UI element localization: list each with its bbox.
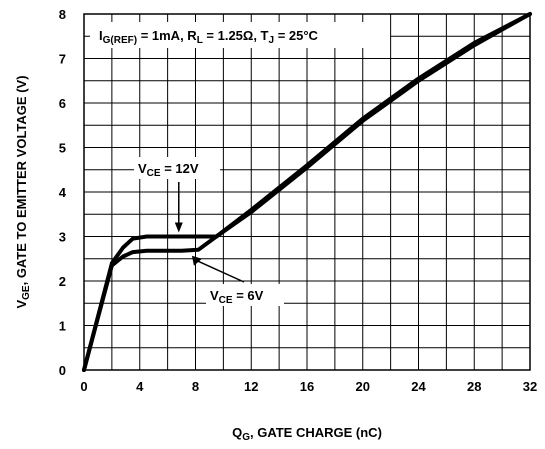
series-12v-arrowhead bbox=[174, 222, 183, 233]
y-tick-label: 3 bbox=[59, 230, 66, 245]
x-tick-label: 8 bbox=[192, 379, 199, 394]
y-axis-title: VGE, GATE TO EMITTER VOLTAGE (V) bbox=[14, 75, 32, 308]
chart_data.series.1.label_parts-part: CE bbox=[219, 295, 233, 306]
x-axis-title: QG, GATE CHARGE (nC) bbox=[232, 425, 382, 443]
chart_data.condition_label-part: G(REF) bbox=[103, 35, 137, 46]
x-tick-label: 28 bbox=[467, 379, 481, 394]
condition-label-background bbox=[90, 22, 390, 48]
y-tick-label: 2 bbox=[59, 274, 66, 289]
y-tick-label: 0 bbox=[59, 363, 66, 378]
chart_data.condition_label-part: = 25°C bbox=[274, 28, 318, 43]
x-tick-label: 24 bbox=[411, 379, 426, 394]
chart_data.condition_label-part: = 1.25Ω, T bbox=[203, 28, 269, 43]
y-tick-label: 7 bbox=[59, 52, 66, 67]
series-line-1 bbox=[82, 12, 532, 372]
series-12v-label-background bbox=[134, 157, 220, 179]
chart_data.xlabel-part: , GATE CHARGE (nC) bbox=[250, 425, 382, 440]
chart_data.condition_label-part: J bbox=[269, 35, 275, 46]
x-tick-label: 4 bbox=[136, 379, 144, 394]
chart_data.condition_label-part: = 1mA, R bbox=[137, 28, 197, 43]
curves bbox=[82, 12, 532, 372]
chart_data.series.1.label_parts-part: V bbox=[210, 288, 219, 303]
y-tick-label: 8 bbox=[59, 7, 66, 22]
condition-label: IG(REF) = 1mA, RL = 1.25Ω, TJ = 25°C bbox=[99, 28, 319, 46]
x-tick-labels: 0 4 8 12 16 20 24 28 32 bbox=[80, 379, 537, 394]
series-12v-label: VCE = 12V bbox=[138, 161, 199, 179]
y-tick-label: 5 bbox=[59, 141, 66, 156]
x-tick-label: 32 bbox=[523, 379, 537, 394]
series-6v-pointer bbox=[196, 260, 245, 283]
chart_data.xlabel-part: Q bbox=[232, 425, 242, 440]
x-tick-label: 20 bbox=[356, 379, 370, 394]
x-tick-label: 16 bbox=[300, 379, 314, 394]
chart_data.condition_label-part: I bbox=[99, 28, 103, 43]
chart_data.series.0.label_parts-part: V bbox=[138, 161, 147, 176]
series-6v-arrowhead bbox=[191, 255, 202, 266]
x-tick-label: 0 bbox=[80, 379, 87, 394]
plot-frame bbox=[83, 13, 531, 371]
x-tick-label: 12 bbox=[244, 379, 258, 394]
chart_data.ylabel-part: GE bbox=[21, 285, 32, 300]
chart_data.condition_label-part: L bbox=[197, 35, 203, 46]
y-tick-label: 6 bbox=[59, 96, 66, 111]
chart_data.series.0.label_parts-part: = 12V bbox=[161, 161, 199, 176]
y-tick-label: 4 bbox=[59, 185, 67, 200]
grid bbox=[83, 13, 531, 371]
y-tick-label: 1 bbox=[59, 319, 66, 334]
chart_data.series.1.label_parts-part: = 6V bbox=[233, 288, 264, 303]
series-6v-label: VCE = 6V bbox=[210, 288, 264, 306]
y-tick-labels: 0 1 2 3 4 5 6 7 8 bbox=[59, 7, 67, 378]
series-6v-label-background bbox=[206, 284, 284, 306]
chart_data.series.0.label_parts-part: CE bbox=[147, 168, 161, 179]
chart_data.xlabel-part: G bbox=[242, 432, 250, 443]
chart_data.ylabel-part: V bbox=[14, 300, 29, 309]
chart_data.ylabel-part: , GATE TO EMITTER VOLTAGE (V) bbox=[14, 75, 29, 285]
